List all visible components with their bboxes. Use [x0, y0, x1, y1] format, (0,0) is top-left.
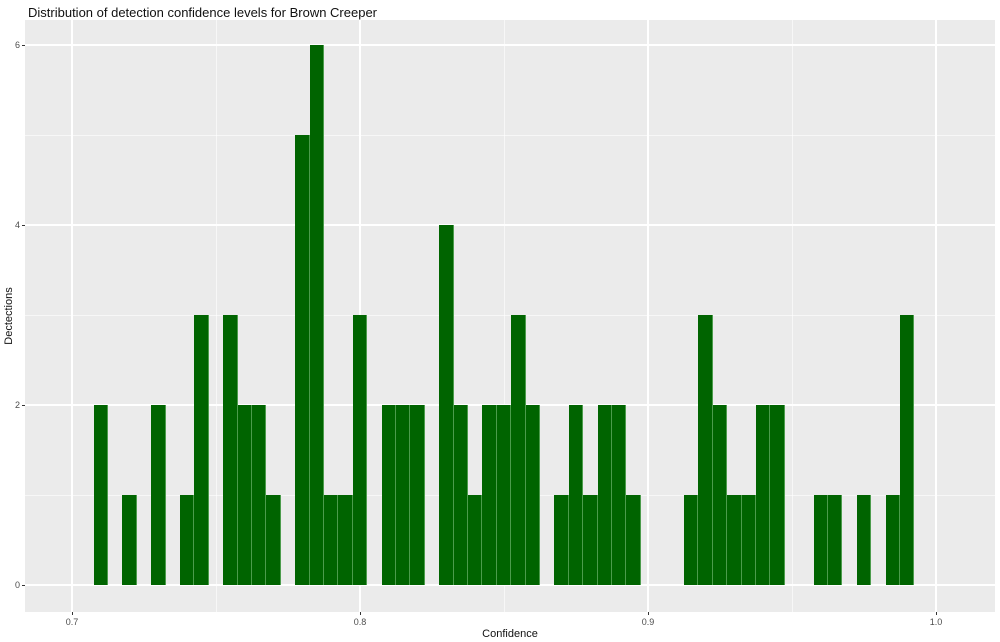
- histogram-bar: [712, 405, 728, 585]
- gridline-x-major: [935, 20, 937, 612]
- histogram-bar: [93, 405, 108, 585]
- y-tick-label: 4: [14, 220, 20, 230]
- histogram-bar: [496, 405, 512, 585]
- histogram-bar: [741, 495, 756, 585]
- y-tick-mark: [22, 585, 25, 586]
- histogram-bar: [237, 405, 252, 585]
- histogram-bar: [568, 405, 584, 585]
- histogram-bar: [583, 495, 598, 585]
- x-axis-title: Confidence: [482, 628, 538, 640]
- y-tick-label: 2: [14, 400, 20, 410]
- histogram-bar: [727, 495, 742, 585]
- histogram-bar: [756, 405, 771, 585]
- plot-panel: [25, 20, 995, 612]
- histogram-bar: [698, 315, 713, 585]
- x-tick-label: 0.8: [353, 617, 367, 627]
- histogram-bar: [223, 315, 238, 585]
- histogram-bar: [612, 405, 627, 585]
- histogram-bar: [396, 405, 411, 585]
- histogram-bar: [122, 495, 137, 585]
- histogram-bar: [770, 405, 785, 585]
- histogram-bar: [352, 315, 368, 585]
- gridline-x-major: [71, 20, 73, 612]
- y-tick-mark: [22, 45, 25, 46]
- gridline-y-minor: [25, 134, 995, 136]
- y-tick-label: 0: [14, 580, 20, 590]
- histogram-bar: [856, 495, 872, 585]
- histogram-bar: [324, 495, 339, 585]
- x-tick-mark: [72, 612, 73, 615]
- histogram-bar: [252, 405, 267, 585]
- histogram-bar: [626, 495, 641, 585]
- y-tick-mark: [22, 405, 25, 406]
- y-tick-label: 6: [14, 40, 20, 50]
- x-tick-mark: [648, 612, 649, 615]
- histogram-bar: [900, 315, 915, 585]
- histogram-bar: [813, 495, 828, 585]
- x-tick-mark: [360, 612, 361, 615]
- gridline-x-major: [647, 20, 649, 612]
- x-tick-mark: [936, 612, 937, 615]
- gridline-x-minor: [215, 20, 217, 612]
- gridline-x-minor: [503, 20, 505, 612]
- gridline-y-major: [25, 584, 995, 586]
- histogram-bar: [511, 315, 526, 585]
- gridline-x-minor: [791, 20, 793, 612]
- y-tick-mark: [22, 225, 25, 226]
- y-axis-title: Dectections: [3, 287, 15, 345]
- histogram-bar: [453, 405, 468, 585]
- histogram-bar: [194, 315, 209, 585]
- histogram-bar: [554, 495, 569, 585]
- histogram-bar: [180, 495, 195, 585]
- histogram-bar: [482, 405, 497, 585]
- x-tick-label: 1.0: [929, 617, 943, 627]
- histogram-bar: [266, 495, 281, 585]
- x-tick-label: 0.7: [65, 617, 79, 627]
- histogram-bar: [410, 405, 425, 585]
- histogram-bar: [468, 495, 483, 585]
- gridline-y-major: [25, 44, 995, 46]
- histogram-bar: [309, 45, 324, 585]
- histogram-bar: [684, 495, 699, 585]
- chart-title: Distribution of detection confidence lev…: [28, 5, 378, 20]
- histogram-bar: [439, 225, 454, 585]
- histogram-bar: [381, 405, 396, 585]
- x-tick-label: 0.9: [641, 617, 655, 627]
- gridline-y-major: [25, 224, 995, 226]
- histogram-bar: [525, 405, 540, 585]
- histogram-bar: [828, 495, 843, 585]
- histogram-bar: [338, 495, 353, 585]
- histogram-bar: [151, 405, 166, 585]
- histogram-bar: [597, 405, 612, 585]
- gridline-y-minor: [25, 314, 995, 316]
- histogram-bar: [295, 135, 310, 585]
- histogram-bar: [885, 495, 900, 585]
